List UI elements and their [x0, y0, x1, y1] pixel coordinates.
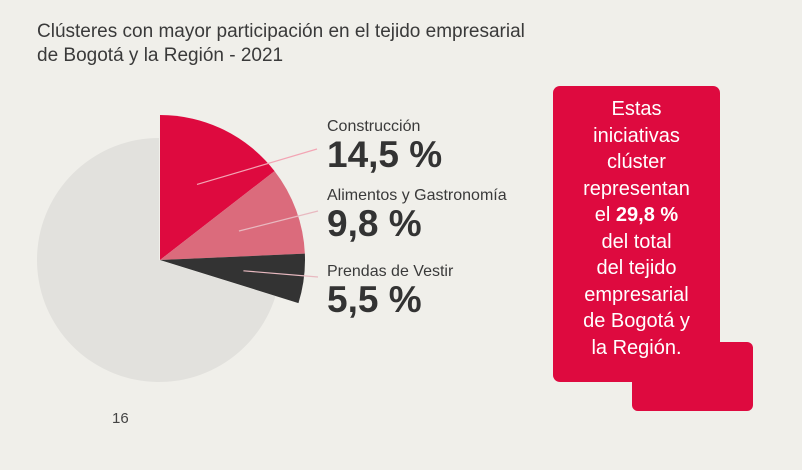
callout-line: clúster: [607, 151, 666, 173]
callout-text: el: [594, 204, 616, 226]
callout-line: iniciativas: [593, 124, 680, 147]
callout-box: Estas iniciativas clúster representan el…: [553, 86, 720, 382]
chart-title-line-1: Clústeres con mayor participación en el …: [37, 21, 525, 42]
label-alimentos: Alimentos y Gastronomía 9,8 %: [327, 187, 507, 243]
page-number: 16: [112, 410, 129, 427]
callout-line: del tejido: [596, 257, 677, 279]
callout-line: de Bogotá y: [583, 310, 690, 332]
callout-line: del total: [601, 230, 672, 253]
label-prendas: Prendas de Vestir 5,5 %: [327, 263, 453, 319]
pie-slice-prendas-de-vestir: [160, 253, 305, 304]
callout-total-percentage: 29,8 %: [615, 204, 679, 226]
slice-value-prendas: 5,5 %: [327, 279, 422, 320]
leader-line: [238, 210, 319, 232]
leader-line: [196, 148, 318, 186]
callout-line: Estas: [611, 98, 662, 120]
slice-value-construccion: 14,5 %: [327, 134, 443, 175]
callout-line: la Región.: [591, 336, 682, 359]
callout-line: empresarial: [584, 283, 689, 306]
callout-line: representan: [583, 177, 690, 200]
pie-slice-alimentos-y-gastronom-a: [160, 171, 305, 260]
chart-title: Clústeres con mayor participación en el …: [37, 20, 597, 68]
slice-name-construccion: Construcción: [327, 118, 421, 135]
chart-title-line-2: de Bogotá y la Región - 2021: [37, 45, 284, 66]
pie-slice-construcci-n: [160, 115, 275, 260]
slice-name-prendas: Prendas de Vestir: [327, 263, 454, 280]
callout-line: el 29,8 %: [553, 202, 720, 229]
label-construccion: Construcción 14,5 %: [327, 118, 442, 174]
leader-line: [243, 270, 319, 278]
slice-value-alimentos: 9,8 %: [327, 203, 422, 244]
pie-slice-resto: [36, 138, 276, 383]
slice-name-alimentos: Alimentos y Gastronomía: [327, 187, 507, 204]
